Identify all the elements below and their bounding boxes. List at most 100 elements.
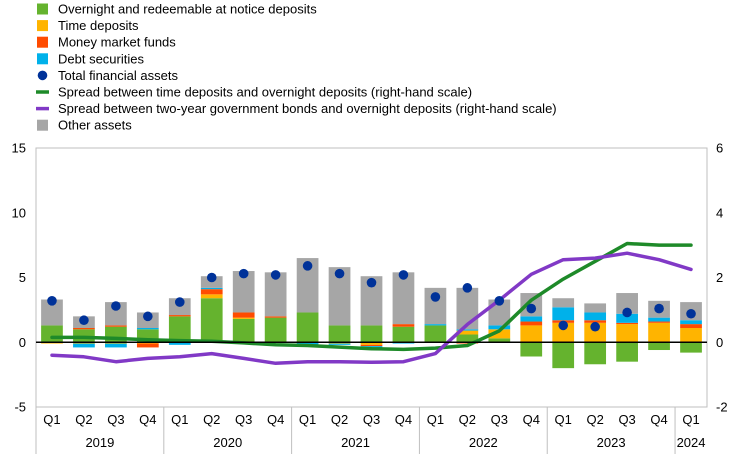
bar-other-assets-12: [424, 287, 447, 325]
x-axis-quarter-label: Q1: [171, 412, 188, 427]
total-financial-assets-dot-10: [366, 277, 377, 288]
legend-swatch-time-deposits: [37, 20, 48, 32]
bar-money-market-funds-5: [200, 289, 223, 295]
bar-money-market-funds-4: [168, 315, 191, 317]
bar-debt-securities-15: [520, 316, 543, 322]
bar-money-market-funds-6: [232, 312, 255, 318]
x-axis-year-label: 2019: [85, 435, 114, 450]
bar-other-assets-11: [392, 272, 415, 325]
legend-marker-total-financial-assets: [37, 70, 48, 81]
bar-overnight-and-redeemable-at-notice-deposits-9: [328, 325, 351, 343]
x-axis-quarter-label: Q3: [235, 412, 252, 427]
bar-other-assets-0: [41, 299, 63, 326]
left-axis-tick-label: -5: [14, 400, 26, 415]
right-axis-tick-label: 0: [716, 335, 723, 350]
bar-debt-securities-14: [488, 325, 511, 330]
axes: -5 0 5 10 15 -2 0 2 4 6 Q1 Q2 Q3 Q4 Q1 Q2 Q3 Q4 Q1 Q2 Q3 Q4 Q1…: [12, 141, 728, 454]
x-axis-year-label: 2024: [677, 435, 706, 450]
bar-debt-securities-5: [200, 287, 223, 290]
bar-overnight-and-redeemable-at-notice-deposits-11: [392, 326, 415, 343]
bar-debt-securities-8: [296, 342, 319, 345]
total-financial-assets-dot-15: [526, 303, 537, 314]
total-financial-assets-dot-11: [398, 270, 409, 280]
legend-label-time-deposits: Time deposits: [58, 18, 139, 33]
right-axis-tick-label: 4: [716, 205, 723, 220]
bar-money-market-funds-2: [105, 325, 127, 327]
legend-label-overnight-and-redeemable-at-notice-deposits: Overnight and redeemable at notice depos…: [58, 2, 317, 17]
left-axis-tick-label: 15: [12, 141, 26, 156]
legend-swatch-other-assets: [37, 119, 48, 131]
bar-debt-securities-2: [105, 343, 127, 348]
total-financial-assets-dot-16: [558, 320, 569, 331]
x-axis-year-label: 2022: [469, 435, 498, 450]
x-axis-quarter-label: Q2: [586, 412, 603, 427]
bar-overnight-and-redeemable-at-notice-deposits-10: [360, 325, 383, 343]
x-axis-quarter-label: Q4: [267, 412, 284, 427]
x-axis-year-label: 2020: [213, 435, 242, 450]
total-financial-assets-dot-0: [47, 296, 57, 306]
x-axis-quarter-label: Q4: [650, 412, 667, 427]
total-financial-assets-dot-9: [334, 268, 345, 279]
bar-overnight-and-redeemable-at-notice-deposits-5: [200, 298, 223, 343]
total-financial-assets-dot-2: [111, 301, 121, 311]
bar-overnight-and-redeemable-at-notice-deposits-15: [520, 342, 543, 357]
x-axis-quarter-label: Q2: [459, 412, 476, 427]
bar-overnight-and-redeemable-at-notice-deposits-8: [296, 312, 319, 343]
total-financial-assets-dot-4: [174, 297, 185, 307]
bar-time-deposits-15: [520, 325, 543, 343]
total-financial-assets-dot-18: [622, 307, 632, 318]
bar-money-market-funds-11: [392, 324, 415, 327]
bar-overnight-and-redeemable-at-notice-deposits-18: [616, 342, 638, 362]
bar-overnight-and-redeemable-at-notice-deposits-19: [648, 342, 670, 351]
bar-debt-securities-12: [424, 324, 447, 326]
bar-other-assets-8: [296, 258, 319, 313]
total-financial-assets-dot-14: [494, 296, 505, 306]
bar-debt-securities-13: [456, 329, 479, 331]
plot-area: [35, 147, 708, 408]
x-axis-quarter-label: Q3: [363, 412, 380, 427]
line-spread-between-two-year-government-bonds-and-overnight-deposits-right-hand-scale: [50, 251, 693, 366]
bar-debt-securities-17: [584, 312, 607, 321]
bar-overnight-and-redeemable-at-notice-deposits-13: [456, 334, 479, 343]
bar-debt-securities-1: [73, 343, 95, 348]
total-financial-assets-dot-6: [238, 268, 249, 279]
bar-time-deposits-13: [456, 330, 479, 335]
bar-other-assets-16: [552, 298, 575, 308]
total-financial-assets-dot-12: [430, 292, 441, 302]
bar-time-deposits-5: [200, 294, 223, 299]
bar-overnight-and-redeemable-at-notice-deposits-17: [584, 342, 607, 365]
total-financial-assets-dot-8: [302, 261, 313, 271]
x-axis-quarter-label: Q4: [139, 412, 156, 427]
x-axis-quarter-label: Q3: [618, 412, 635, 427]
bar-other-assets-17: [584, 303, 607, 313]
bar-money-market-funds-20: [680, 324, 702, 329]
line-series: [50, 241, 693, 366]
legend-label-debt-securities: Debt securities: [58, 51, 144, 66]
x-axis-quarter-label: Q2: [75, 412, 92, 427]
total-financial-assets-dot-7: [270, 270, 281, 280]
total-financial-assets-dot-3: [143, 311, 153, 322]
legend-swatch-money-market-funds: [37, 36, 48, 48]
bar-time-deposits-14: [488, 329, 511, 339]
legend-label-money-market-funds: Money market funds: [58, 35, 176, 50]
bar-time-deposits-17: [584, 322, 607, 343]
bar-money-market-funds-18: [616, 322, 638, 325]
bar-other-assets-2: [105, 302, 127, 326]
x-axis-quarter-label: Q2: [331, 412, 348, 427]
bar-overnight-and-redeemable-at-notice-deposits-14: [488, 338, 511, 343]
bar-overnight-and-redeemable-at-notice-deposits-6: [232, 318, 255, 343]
legend-label-spread-between-time-deposits-and-overnight-deposits-right-hand-scale: Spread between time deposits and overnig…: [58, 85, 472, 100]
bar-other-assets-10: [360, 276, 383, 326]
bar-debt-securities-4: [168, 342, 191, 345]
bar-other-assets-9: [328, 267, 351, 326]
total-financial-assets-dot-19: [654, 303, 664, 314]
bar-time-deposits-18: [616, 324, 638, 343]
bar-money-market-funds-19: [648, 321, 670, 323]
left-axis-tick-label: 5: [19, 270, 26, 285]
right-axis-tick-label: -2: [716, 400, 728, 415]
legend-swatch-debt-securities: [37, 53, 48, 65]
bar-overnight-and-redeemable-at-notice-deposits-12: [424, 325, 447, 343]
bar-money-market-funds-7: [264, 316, 287, 318]
legend-label-total-financial-assets: Total financial assets: [58, 68, 178, 83]
x-axis-quarter-label: Q3: [107, 412, 124, 427]
